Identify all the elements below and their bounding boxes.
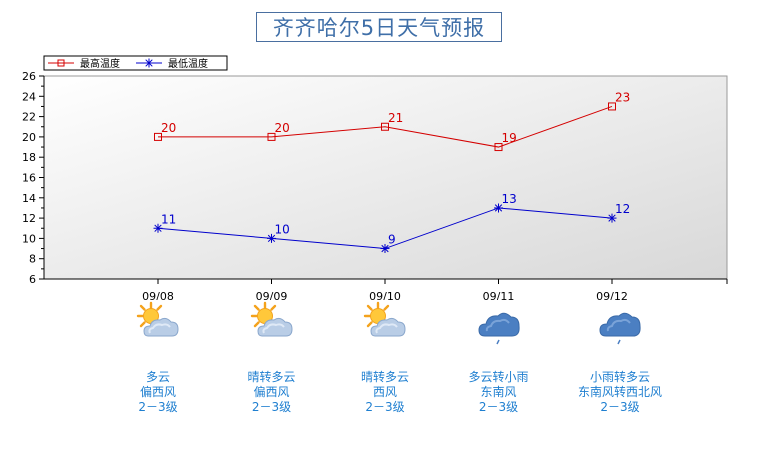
forecast-weather: 多云转小雨 [468, 370, 529, 384]
x-tick-label: 09/09 [256, 290, 288, 300]
data-label: 12 [615, 202, 630, 216]
x-tick-label: 09/12 [596, 290, 628, 300]
legend-box [43, 55, 228, 71]
star-stroke [608, 214, 616, 222]
data-label: 23 [615, 90, 630, 104]
forecast-wind-level: 2－3级 [600, 400, 640, 414]
low-point-marker [380, 244, 390, 254]
y-tick-label: 10 [22, 232, 36, 245]
forecast-wind-level: 2－3级 [138, 400, 178, 414]
y-tick-label: 8 [29, 253, 36, 266]
forecast-wind-dir: 西风 [372, 385, 397, 399]
low-point-marker [267, 233, 276, 243]
rain-cloud-icon [594, 300, 646, 350]
series-high: 20 20 21 19 23 [154, 90, 630, 152]
chart-title: 齐齐哈尔5日天气预报 [256, 12, 502, 42]
partly-cloudy-icon [132, 300, 184, 350]
y-tick-label: 22 [22, 111, 36, 124]
series-low: 11 10 9 13 12 [153, 192, 630, 254]
star-stroke [154, 224, 162, 232]
forecast-text: 小雨转多云 东南风转西北风 2－3级 [578, 370, 662, 415]
forecast-wind-level: 2－3级 [478, 400, 519, 414]
y-tick-label: 6 [29, 273, 36, 286]
forecast-text: 晴转多云 偏西风 2－3级 [247, 370, 295, 415]
y-tick-label: 24 [22, 90, 36, 103]
forecast-text: 晴转多云 西风 2－3级 [361, 370, 409, 415]
data-label: 20 [275, 121, 290, 135]
forecast-wind-dir: 偏西风 [139, 385, 176, 399]
forecast-day: 晴转多云 偏西风 2－3级 [212, 300, 332, 415]
forecast-day: 多云 偏西风 2－3级 [98, 300, 218, 415]
data-label: 20 [161, 121, 176, 135]
low-point-marker [153, 223, 163, 233]
high-point-marker [154, 132, 162, 141]
forecast-weather: 小雨转多云 [589, 370, 650, 384]
rain-cloud-icon [473, 300, 525, 350]
forecast-weather: 多云 [145, 370, 170, 384]
y-tick-label: 16 [22, 172, 36, 185]
x-tick-label: 09/11 [483, 290, 515, 300]
data-label: 13 [502, 192, 517, 206]
star-stroke [494, 204, 503, 212]
y-tick-label: 12 [22, 212, 36, 225]
forecast-weather: 晴转多云 [247, 370, 296, 384]
star-stroke [145, 59, 153, 67]
forecast-day: 多云转小雨 东南风 2－3级 [439, 300, 559, 415]
series-line [158, 105, 613, 148]
legend: 最高温度 最低温度 [43, 55, 228, 71]
high-point-marker [381, 122, 389, 131]
forecast-text: 多云 偏西风 2－3级 [138, 370, 177, 415]
x-tick-label: 09/10 [369, 290, 401, 300]
forecast-day: 小雨转多云 东南风转西北风 2－3级 [560, 300, 680, 415]
forecast-day: 晴转多云 西风 2－3级 [325, 300, 445, 415]
x-axis: 09/08 09/09 09/10 09/11 09/12 [44, 278, 728, 300]
high-point-marker [608, 102, 616, 111]
high-point-marker [267, 132, 276, 141]
forecast-wind-dir: 东南风转西北风 [577, 385, 662, 399]
forecast-wind-dir: 东南风 [480, 385, 517, 399]
forecast-wind-level: 2－3级 [365, 400, 405, 414]
data-label: 19 [502, 131, 517, 145]
legend-high-label: 最高温度 [80, 57, 120, 70]
low-point-marker [494, 203, 503, 213]
star-stroke [381, 244, 389, 253]
forecast-text: 多云转小雨 东南风 2－3级 [468, 370, 528, 415]
forecast-wind-level: 2－3级 [251, 400, 292, 414]
y-tick-label: 26 [22, 70, 36, 83]
data-label: 11 [161, 212, 176, 226]
partly-cloudy-icon [359, 300, 411, 350]
data-label: 9 [388, 233, 396, 247]
y-tick-label: 20 [22, 131, 36, 144]
low-point-marker [607, 213, 617, 223]
star-stroke [267, 234, 276, 243]
forecast-weather: 晴转多云 [360, 370, 409, 384]
y-axis: 6 8 10 12 14 16 18 20 22 24 26 [22, 70, 45, 286]
data-label: 21 [388, 111, 403, 125]
legend-star-marker [144, 58, 154, 68]
partly-cloudy-icon [246, 300, 298, 350]
forecast-wind-dir: 偏西风 [253, 385, 290, 399]
legend-low-label: 最低温度 [168, 57, 208, 70]
x-tick-label: 09/08 [142, 290, 174, 300]
y-tick-label: 14 [22, 192, 36, 205]
high-point-marker [494, 143, 503, 152]
data-label: 10 [275, 222, 290, 236]
y-tick-label: 18 [22, 151, 36, 164]
legend-low-marker [144, 58, 154, 68]
legend-high-marker [57, 59, 65, 67]
